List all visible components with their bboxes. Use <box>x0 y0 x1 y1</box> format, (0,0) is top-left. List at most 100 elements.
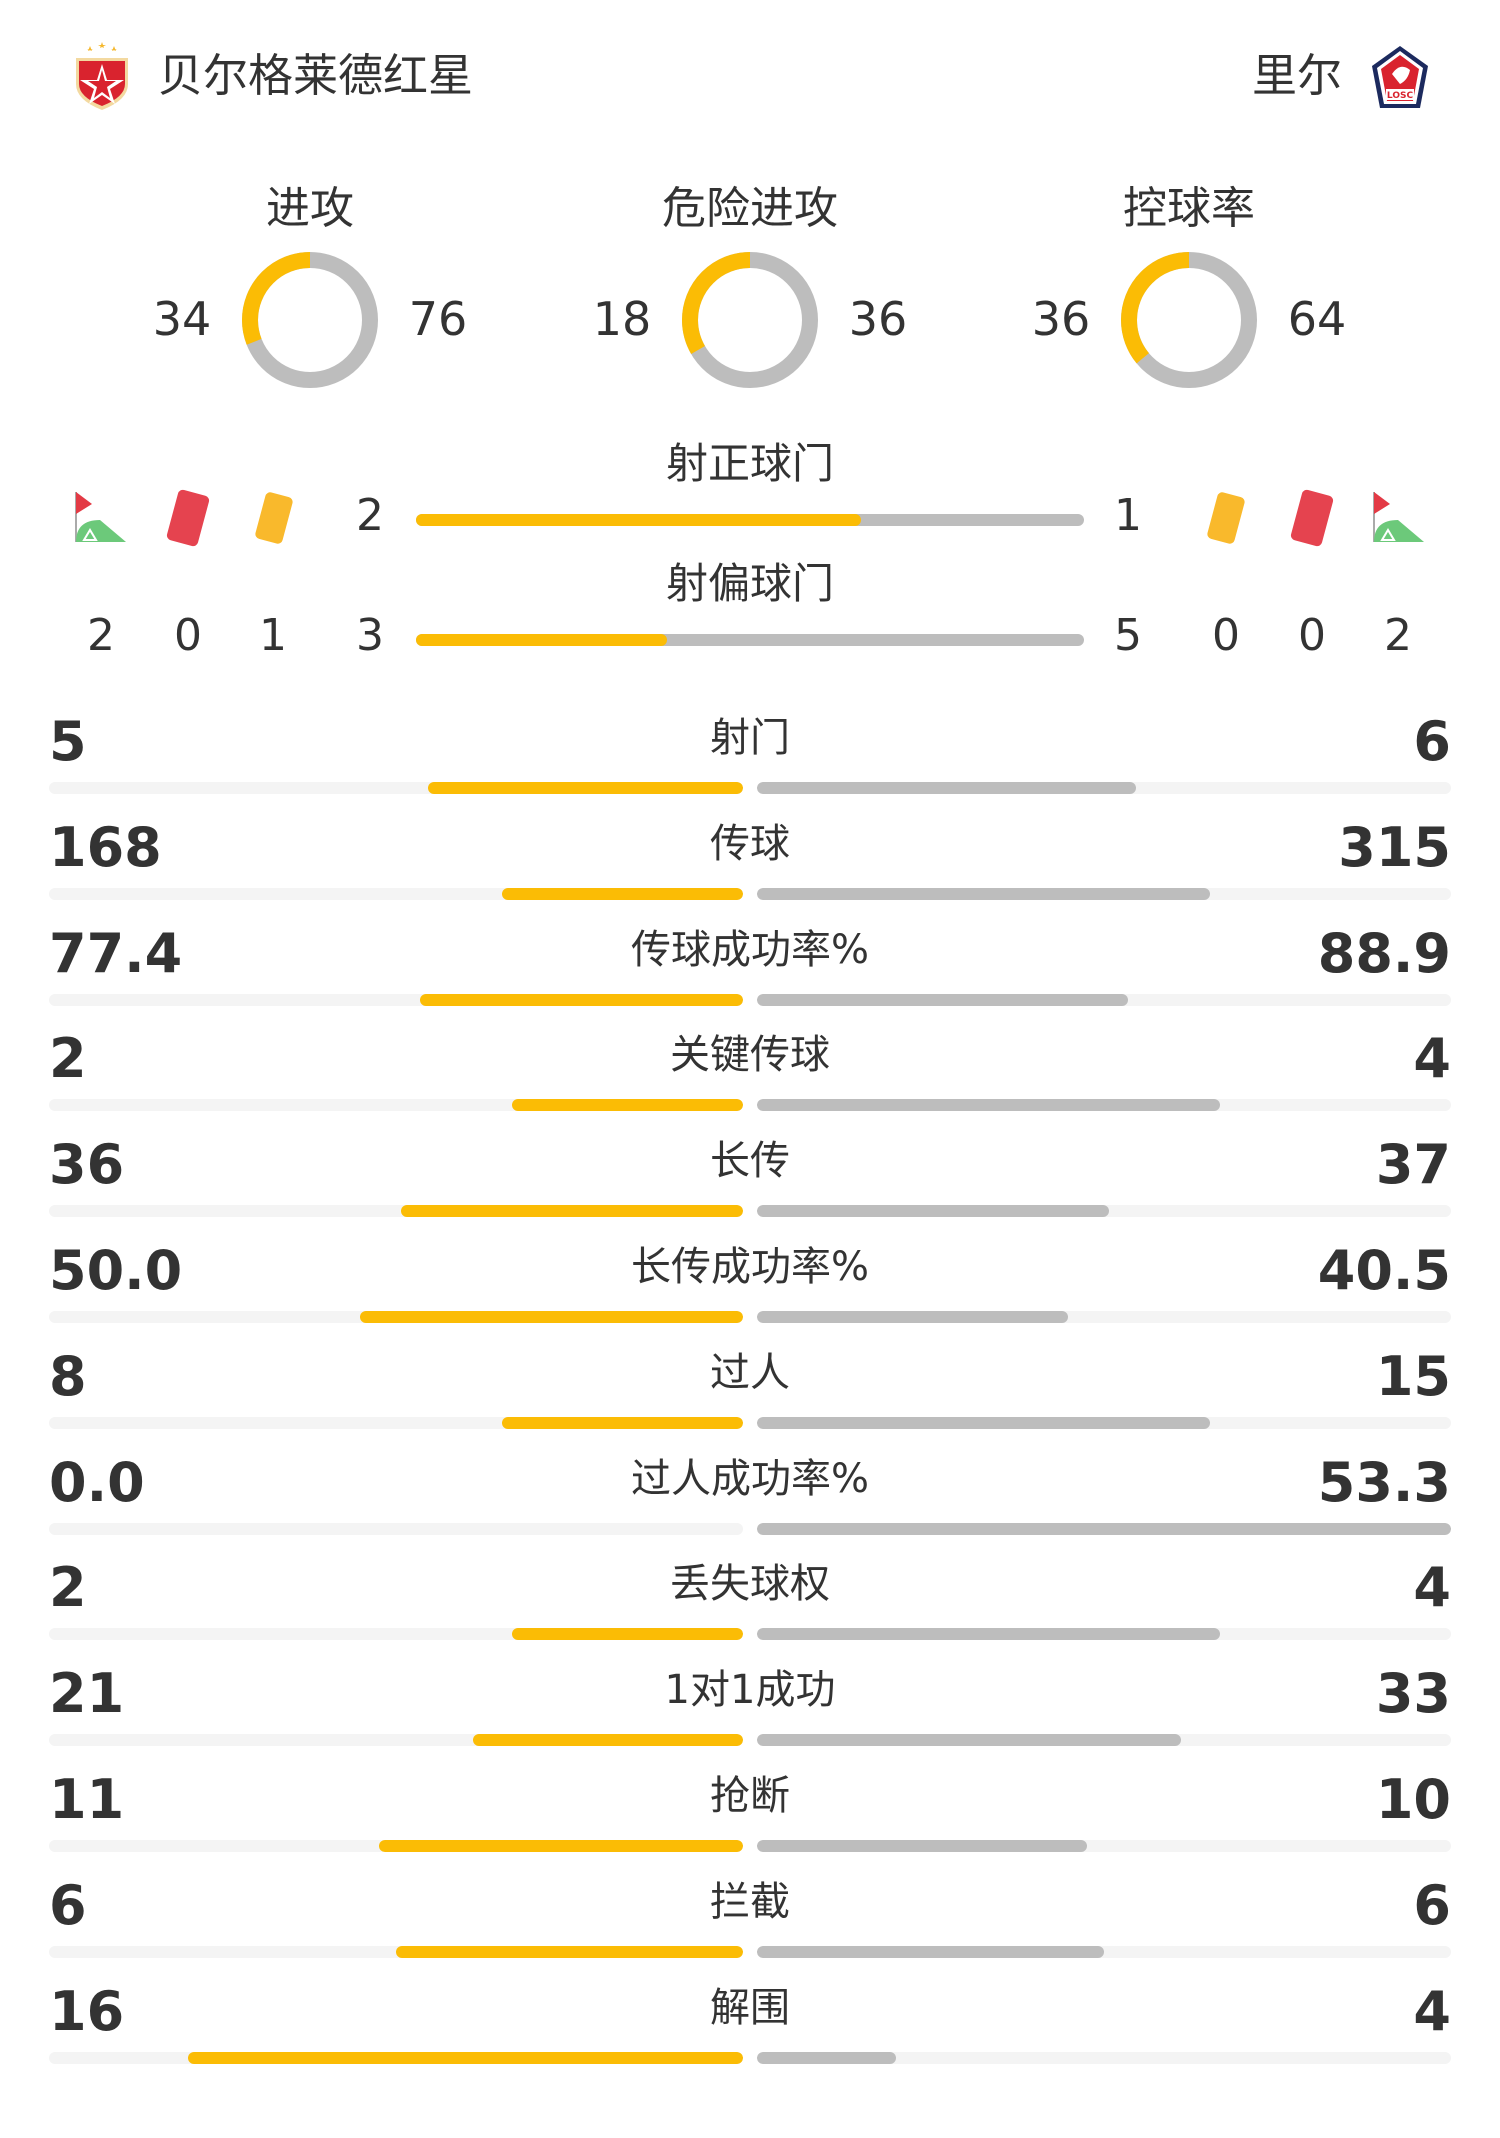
stat-row: 168 传球 315 <box>0 815 1500 924</box>
stat-home-value: 16 <box>49 1979 125 2043</box>
stat-home-track <box>49 993 743 1006</box>
stat-home-bar <box>359 1311 743 1323</box>
donut-title: 控球率 <box>1123 183 1255 234</box>
stat-label: 1对1成功 <box>664 1667 836 1714</box>
away-crest-icon: LOSC <box>1370 44 1430 112</box>
donut-home-arc <box>682 252 818 388</box>
stat-away-bar <box>757 1522 1451 1535</box>
stat-home-value: 11 <box>49 1768 125 1831</box>
stat-row: 2 关键传球 4 <box>0 1029 1500 1135</box>
stat-away-bar <box>757 993 1128 1006</box>
stat-home-bar <box>400 1205 743 1218</box>
stat-away-track <box>757 1205 1451 1218</box>
stat-home-track <box>49 887 743 900</box>
stat-home-track <box>49 1205 743 1218</box>
stat-away-value: 15 <box>1375 1344 1451 1408</box>
stat-home-bar <box>427 782 743 794</box>
shots-off-target-label: 射偏球门 <box>665 559 834 608</box>
stat-home-track <box>49 1099 743 1112</box>
stat-home-bar <box>501 887 743 900</box>
stat-row: 8 过人 15 <box>0 1344 1500 1453</box>
stat-home-bar <box>511 1628 743 1641</box>
home-corners-count: 2 <box>87 610 115 661</box>
stat-away-value: 88.9 <box>1317 921 1451 985</box>
stat-away-value: 4 <box>1413 1979 1451 2043</box>
stat-label: 射门 <box>710 715 790 761</box>
stat-home-track <box>49 1840 743 1852</box>
stat-label: 长传成功率% <box>630 1244 869 1290</box>
away-team-name[interactable]: 里尔 <box>1251 49 1342 102</box>
stat-label: 抢断 <box>710 1773 790 1819</box>
stat-away-track <box>757 1416 1451 1429</box>
stat-away-value: 10 <box>1375 1768 1451 1831</box>
stat-home-track <box>49 1628 743 1641</box>
stat-row: 2 丢失球权 4 <box>0 1558 1500 1664</box>
shots-on-target-home-fill <box>416 514 862 526</box>
stat-label: 长传 <box>710 1138 790 1185</box>
donut-home-arc <box>242 252 378 388</box>
stat-away-track <box>757 1311 1451 1323</box>
stat-home-track <box>49 1311 743 1323</box>
donut-home-value: 18 <box>592 292 652 346</box>
stat-away-track <box>757 2051 1451 2064</box>
stat-away-value: 315 <box>1338 815 1451 879</box>
shots-on-target-away: 1 <box>1114 490 1142 541</box>
stat-away-bar <box>757 1734 1182 1747</box>
stat-home-bar <box>379 1840 743 1852</box>
stat-home-track <box>49 2051 743 2064</box>
home-team-name[interactable]: 贝尔格莱德红星 <box>158 49 474 102</box>
stat-home-value: 0.0 <box>49 1450 145 1514</box>
stat-away-bar <box>757 1945 1104 1958</box>
away-yellow-card-icon <box>1207 492 1245 544</box>
stat-row: 0.0 过人成功率% 53.3 <box>0 1450 1500 1559</box>
donut-home-value: 36 <box>1031 292 1091 346</box>
stat-label: 拦截 <box>710 1878 790 1925</box>
stat-row: 50.0 长传成功率% 40.5 <box>0 1241 1500 1347</box>
donut-home-value: 34 <box>152 292 212 346</box>
stat-home-bar <box>187 2051 743 2064</box>
donut-chart <box>242 252 378 388</box>
stat-home-bar <box>420 993 743 1006</box>
stat-row: 36 长传 37 <box>0 1135 1500 1241</box>
stat-home-value: 6 <box>49 1873 87 1937</box>
stat-away-track <box>757 1840 1451 1852</box>
stat-row: 6 拦截 6 <box>0 1873 1500 1982</box>
donut-away-value: 64 <box>1287 292 1347 346</box>
stat-away-bar <box>757 1416 1210 1429</box>
stat-label: 传球成功率% <box>630 926 869 973</box>
stat-label: 过人 <box>710 1349 790 1396</box>
stat-away-track <box>757 1945 1451 1958</box>
shots-on-target-label: 射正球门 <box>665 439 834 488</box>
stat-home-value: 8 <box>49 1344 87 1408</box>
stat-home-bar <box>511 1099 743 1112</box>
away-crest-text: LOSC <box>1387 91 1414 101</box>
stat-away-bar <box>757 1628 1220 1641</box>
stat-away-track <box>757 887 1451 900</box>
stat-away-track <box>757 782 1451 794</box>
donut-away-value: 36 <box>848 292 908 346</box>
donut-title: 进攻 <box>266 183 354 234</box>
donut-away-value: 76 <box>408 292 468 346</box>
donut-home-arc <box>1121 252 1257 388</box>
home-crest-icon <box>70 40 134 112</box>
stat-away-value: 4 <box>1413 1556 1451 1620</box>
shots-off-target-home-fill <box>416 634 667 646</box>
stat-home-value: 77.4 <box>49 921 183 985</box>
away-red-cards-count: 0 <box>1298 610 1326 661</box>
stat-home-value: 2 <box>49 1556 87 1620</box>
away-corner-icon <box>1373 492 1424 542</box>
stat-away-value: 33 <box>1375 1662 1451 1726</box>
stat-home-track <box>49 1416 743 1429</box>
shots-on-target-home: 2 <box>356 490 384 541</box>
stat-row: 21 1对1成功 33 <box>0 1664 1500 1770</box>
stat-away-track <box>757 1628 1451 1641</box>
stat-away-bar <box>757 887 1210 900</box>
home-yellow-card-icon <box>255 492 293 544</box>
away-red-card-icon <box>1290 489 1334 547</box>
donut-chart <box>1121 252 1257 388</box>
stat-row: 5 射门 6 <box>0 712 1500 818</box>
home-red-cards-count: 0 <box>174 610 202 661</box>
stat-row: 16 解围 4 <box>0 1979 1500 2088</box>
stat-away-track <box>757 1522 1451 1535</box>
stat-label: 关键传球 <box>670 1032 830 1079</box>
